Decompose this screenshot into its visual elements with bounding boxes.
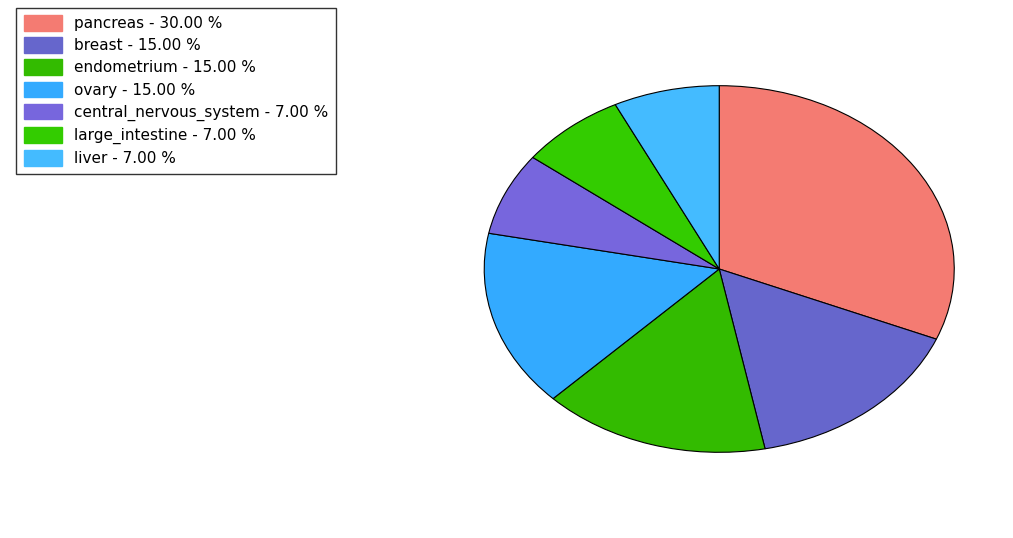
Wedge shape [553,269,765,452]
Wedge shape [484,233,719,399]
Wedge shape [719,86,954,339]
Wedge shape [533,104,719,269]
Wedge shape [719,269,936,449]
Wedge shape [615,86,719,269]
Wedge shape [488,158,719,269]
Legend: pancreas - 30.00 %, breast - 15.00 %, endometrium - 15.00 %, ovary - 15.00 %, ce: pancreas - 30.00 %, breast - 15.00 %, en… [16,8,336,174]
